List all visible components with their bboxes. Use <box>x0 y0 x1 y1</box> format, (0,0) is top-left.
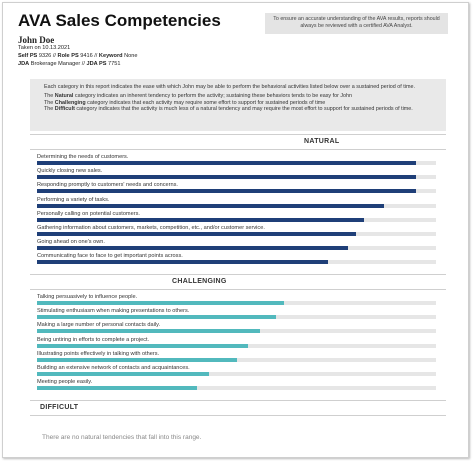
category-line: The Natural category indicates an inhere… <box>44 93 432 99</box>
title: AVA Sales Competencies <box>18 11 221 30</box>
item-label: Communicating face to face to get import… <box>37 253 183 260</box>
item-label: Making a large number of personal contac… <box>37 322 161 329</box>
label: Role PS <box>57 53 79 59</box>
label: Keyword <box>98 53 123 59</box>
bar-track <box>37 217 436 222</box>
item-label: Determining the needs of customers. <box>37 154 129 160</box>
item-label: Building an extensive network of contact… <box>37 365 190 371</box>
value: 7751 <box>108 61 121 67</box>
section-line <box>30 289 446 290</box>
item-label: Talking persuasively to influence people… <box>37 294 138 300</box>
section-header: NATURAL <box>304 138 340 145</box>
item-label: Illustrating points effectively in talki… <box>37 350 160 357</box>
jda-line: JDA Brokerage Manager // JDA PS 7751 <box>18 61 120 67</box>
category-line: The Challenging category indicates that … <box>44 100 432 106</box>
bar-track <box>37 189 436 194</box>
bar-track <box>37 203 436 208</box>
category-line: The Difficult category indicates that th… <box>44 106 432 112</box>
bar <box>37 315 277 320</box>
taken-date: Taken on 10.13.2021 <box>18 45 71 51</box>
section-line <box>30 274 446 275</box>
bar <box>37 329 261 334</box>
bar <box>37 372 209 376</box>
line-text: category indicates an inherent tendency … <box>74 93 353 100</box>
line-prefix: The <box>44 99 54 106</box>
page-frame <box>2 2 469 458</box>
bar-track <box>37 161 436 165</box>
value: None <box>124 53 138 59</box>
bar <box>37 386 197 391</box>
item-label: Personally calling on potential customer… <box>37 210 140 217</box>
line-prefix: The <box>44 105 54 112</box>
person-name: John Doe <box>18 35 55 45</box>
bar-track <box>37 357 436 362</box>
section-line <box>30 134 446 135</box>
value: 9326 <box>38 53 52 59</box>
bar-track <box>37 343 436 348</box>
item-label: Going ahead on one's own. <box>37 239 105 246</box>
explanation-box: Each category in this report indicates t… <box>30 79 446 131</box>
section-header: DIFFICULT <box>40 404 79 411</box>
section-line <box>30 400 446 401</box>
bar <box>37 357 237 362</box>
item-label: Gathering information about customers, m… <box>37 225 265 231</box>
bar-track <box>37 301 436 305</box>
bar <box>37 175 417 180</box>
category-name: Natural <box>54 93 74 100</box>
bar <box>37 161 417 165</box>
scores-line: Self PS 9326 // Role PS 9416 // Keyword … <box>18 53 137 59</box>
separator: // <box>94 53 98 59</box>
section-line <box>30 149 446 150</box>
label: JDA PS <box>86 61 107 67</box>
separator: // <box>81 61 85 67</box>
analyst-note: To ensure an accurate understanding of t… <box>265 13 448 34</box>
bar <box>37 189 417 194</box>
bar-track <box>37 260 436 265</box>
bar <box>37 217 365 222</box>
bar-track <box>37 315 436 320</box>
bar-track <box>37 329 436 334</box>
line-text: category indicates that the activity is … <box>76 105 413 112</box>
value: 9416 <box>80 53 93 59</box>
section-line <box>30 415 446 416</box>
empty-message: There are no natural tendencies that fal… <box>42 434 202 441</box>
bar <box>37 343 249 348</box>
bar-track <box>37 232 436 236</box>
label: Self PS <box>18 53 38 59</box>
category-lines: The Natural category indicates an inhere… <box>44 93 432 112</box>
bar <box>37 203 385 208</box>
label: JDA <box>18 61 30 67</box>
bar-track <box>37 372 436 376</box>
category-name: Challenging <box>54 99 86 106</box>
item-label: Being untiring in efforts to complete a … <box>37 336 150 343</box>
bar <box>37 232 357 236</box>
bar-track <box>37 246 436 251</box>
line-prefix: The <box>44 93 54 100</box>
item-label: Stimulating enthusiasm when making prese… <box>37 308 190 315</box>
bar <box>37 246 349 251</box>
intro: Each category in this report indicates t… <box>44 84 415 90</box>
separator: // <box>52 53 56 59</box>
item-label: Responding promptly to customers' needs … <box>37 182 178 189</box>
bar-track <box>37 175 436 180</box>
bar <box>37 301 285 305</box>
bar-track <box>37 386 436 391</box>
section-header: CHALLENGING <box>172 278 227 285</box>
line-text: category indicates that each activity ma… <box>87 99 326 106</box>
bar <box>37 260 329 265</box>
item-label: Meeting people easily. <box>37 379 93 386</box>
item-label: Performing a variety of tasks. <box>37 196 110 203</box>
category-name: Difficult <box>54 105 75 112</box>
value: Brokerage Manager <box>30 61 81 67</box>
item-label: Quickly closing new sales. <box>37 168 103 175</box>
